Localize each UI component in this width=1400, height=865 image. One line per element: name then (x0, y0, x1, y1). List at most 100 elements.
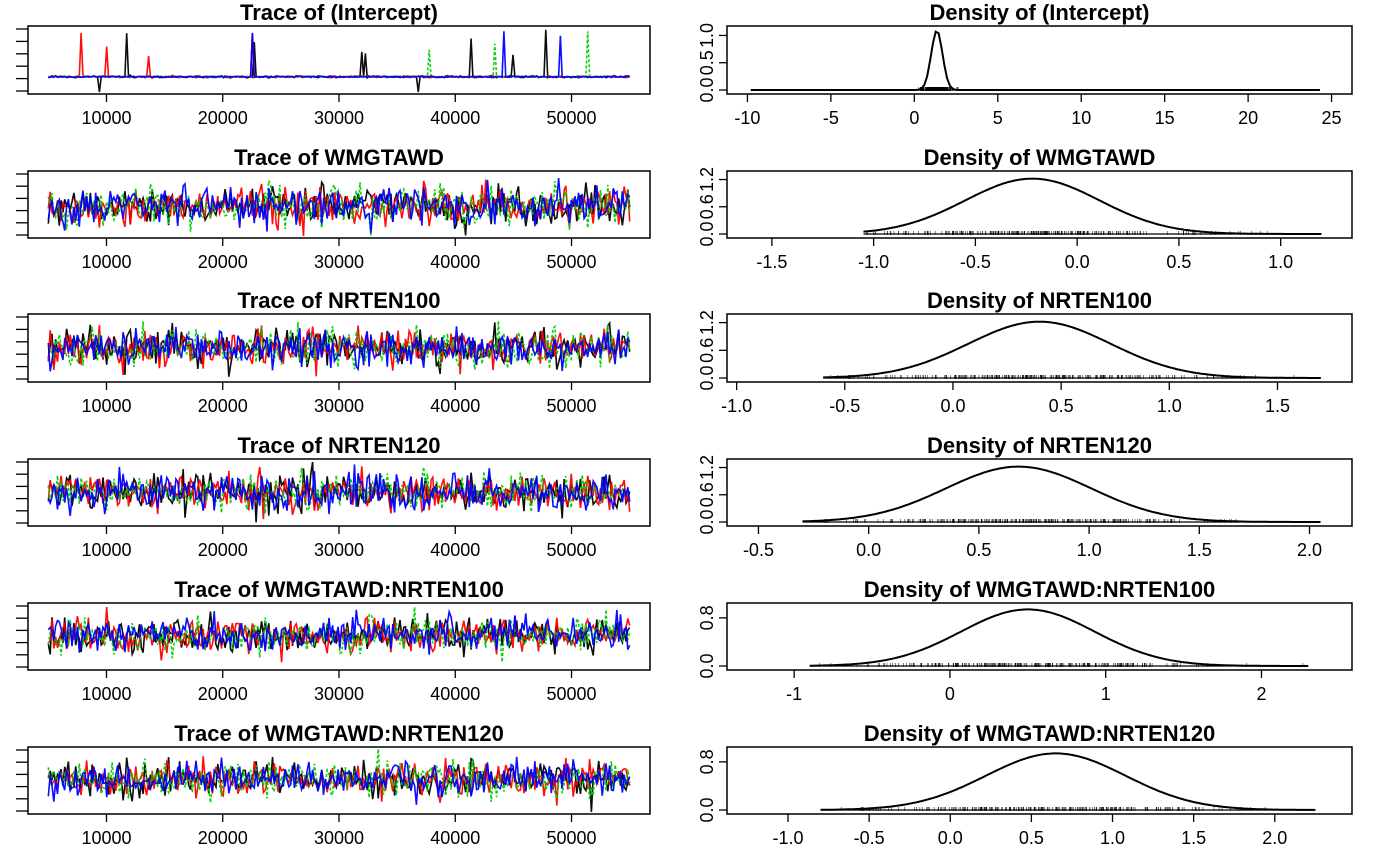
y-tick-label: 0.0 (697, 797, 717, 822)
x-tick-label: 30000 (314, 252, 364, 272)
y-tick-label: 0.6 (697, 194, 717, 219)
chart-title: Trace of WMGTAWD (234, 145, 444, 170)
chart-title: Trace of NRTEN120 (238, 433, 441, 458)
x-tick-label: -5 (823, 108, 839, 128)
x-tick-label: 10000 (81, 252, 131, 272)
y-tick-label: 0.0 (697, 365, 717, 390)
density-curve (809, 608, 1309, 667)
trace-line-chain-2 (48, 32, 631, 80)
trace-line-chain-3 (47, 466, 631, 514)
x-tick-label: 1.0 (1077, 540, 1102, 560)
density-curve (823, 320, 1321, 379)
y-tick-label: 1.0 (697, 23, 717, 48)
y-tick-label: 0.6 (697, 482, 717, 507)
plot-frame (726, 25, 1353, 95)
x-tick-label: 0.0 (940, 396, 965, 416)
x-tick-label: 40000 (430, 684, 480, 704)
x-tick-label: 50000 (546, 684, 596, 704)
x-tick-label: 50000 (546, 828, 596, 848)
x-tick-label: 1.5 (1181, 828, 1206, 848)
y-tick-label: 0.8 (697, 605, 717, 630)
x-tick-label: -10 (734, 108, 760, 128)
x-tick-label: 20000 (198, 828, 248, 848)
y-tick-label: 0.0 (697, 77, 717, 102)
x-tick-label: 20000 (198, 252, 248, 272)
x-tick-label: 20000 (198, 684, 248, 704)
chart-title: Trace of WMGTAWD:NRTEN100 (174, 577, 504, 602)
x-tick-label: -0.5 (829, 396, 860, 416)
x-tick-label: -1.0 (858, 252, 889, 272)
density-curve (802, 465, 1321, 523)
chart-title: Density of WMGTAWD:NRTEN100 (864, 577, 1216, 602)
x-tick-label: 20 (1238, 108, 1258, 128)
x-tick-label: -0.5 (960, 252, 991, 272)
trace-line-chain-3 (48, 31, 630, 79)
chart-title: Density of (Intercept) (929, 0, 1149, 25)
y-tick-label: 0.0 (697, 221, 717, 246)
x-tick-label: 50000 (546, 252, 596, 272)
x-tick-label: 30000 (314, 108, 364, 128)
chart-title: Density of NRTEN120 (927, 433, 1152, 458)
x-tick-label: 30000 (314, 828, 364, 848)
x-tick-label: 10000 (81, 108, 131, 128)
x-tick-label: 0.0 (1065, 252, 1090, 272)
x-tick-label: 0.5 (1166, 252, 1191, 272)
y-tick-label: 0.0 (697, 509, 717, 534)
x-tick-label: 30000 (314, 396, 364, 416)
x-tick-label: 10000 (81, 684, 131, 704)
chart-title: Trace of NRTEN100 (238, 288, 441, 313)
x-tick-label: 2.0 (1297, 540, 1322, 560)
x-tick-label: 2 (1256, 684, 1266, 704)
y-tick-label: 0.5 (697, 50, 717, 75)
x-tick-label: 0.5 (1019, 828, 1044, 848)
x-tick-label: -1.0 (772, 828, 803, 848)
chart-title: Density of NRTEN100 (927, 288, 1152, 313)
trace-line-chain-4 (47, 31, 630, 79)
trace-line-chain-3 (47, 180, 631, 236)
x-tick-label: 50000 (546, 540, 596, 560)
y-tick-label: 1.2 (697, 455, 717, 480)
x-tick-label: 25 (1322, 108, 1342, 128)
x-tick-label: 40000 (430, 252, 480, 272)
x-tick-label: 40000 (430, 540, 480, 560)
x-tick-label: 40000 (430, 108, 480, 128)
x-tick-label: 30000 (314, 540, 364, 560)
x-tick-label: 50000 (546, 108, 596, 128)
plot-frame (726, 313, 1353, 383)
x-tick-label: 30000 (314, 684, 364, 704)
x-tick-label: 2.0 (1262, 828, 1287, 848)
density-rug (918, 87, 959, 91)
x-tick-label: 0 (945, 684, 955, 704)
chart-title: Density of WMGTAWD (924, 145, 1156, 170)
x-tick-label: 0.5 (1049, 396, 1074, 416)
x-tick-label: 1.5 (1187, 540, 1212, 560)
y-tick-label: 0.8 (697, 749, 717, 774)
chart-title: Trace of (Intercept) (240, 0, 438, 25)
trace-line-chain-1 (47, 179, 631, 236)
y-tick-label: 0.0 (697, 653, 717, 678)
x-tick-label: 10000 (81, 828, 131, 848)
trace-line-chain-4 (47, 464, 631, 516)
trace-line-chain-1 (47, 29, 630, 93)
density-curve (863, 177, 1322, 235)
x-tick-label: -0.5 (854, 828, 885, 848)
x-tick-label: 0 (909, 108, 919, 128)
plot-frame (27, 25, 651, 95)
trace-line-chain-4 (47, 756, 631, 805)
chart-title: Density of WMGTAWD:NRTEN120 (864, 721, 1216, 746)
x-tick-label: -1.5 (756, 252, 787, 272)
x-tick-label: 20000 (198, 108, 248, 128)
x-tick-label: 0.0 (938, 828, 963, 848)
trace-line-chain-4 (47, 178, 631, 233)
x-tick-label: 20000 (198, 396, 248, 416)
plot-frame (726, 602, 1353, 671)
x-tick-label: 10000 (81, 396, 131, 416)
y-tick-label: 1.2 (697, 310, 717, 335)
x-tick-label: 10000 (81, 540, 131, 560)
x-tick-label: 0.0 (856, 540, 881, 560)
x-tick-label: 40000 (430, 396, 480, 416)
x-tick-label: 10 (1071, 108, 1091, 128)
y-tick-label: 0.6 (697, 338, 717, 363)
x-tick-label: 40000 (430, 828, 480, 848)
